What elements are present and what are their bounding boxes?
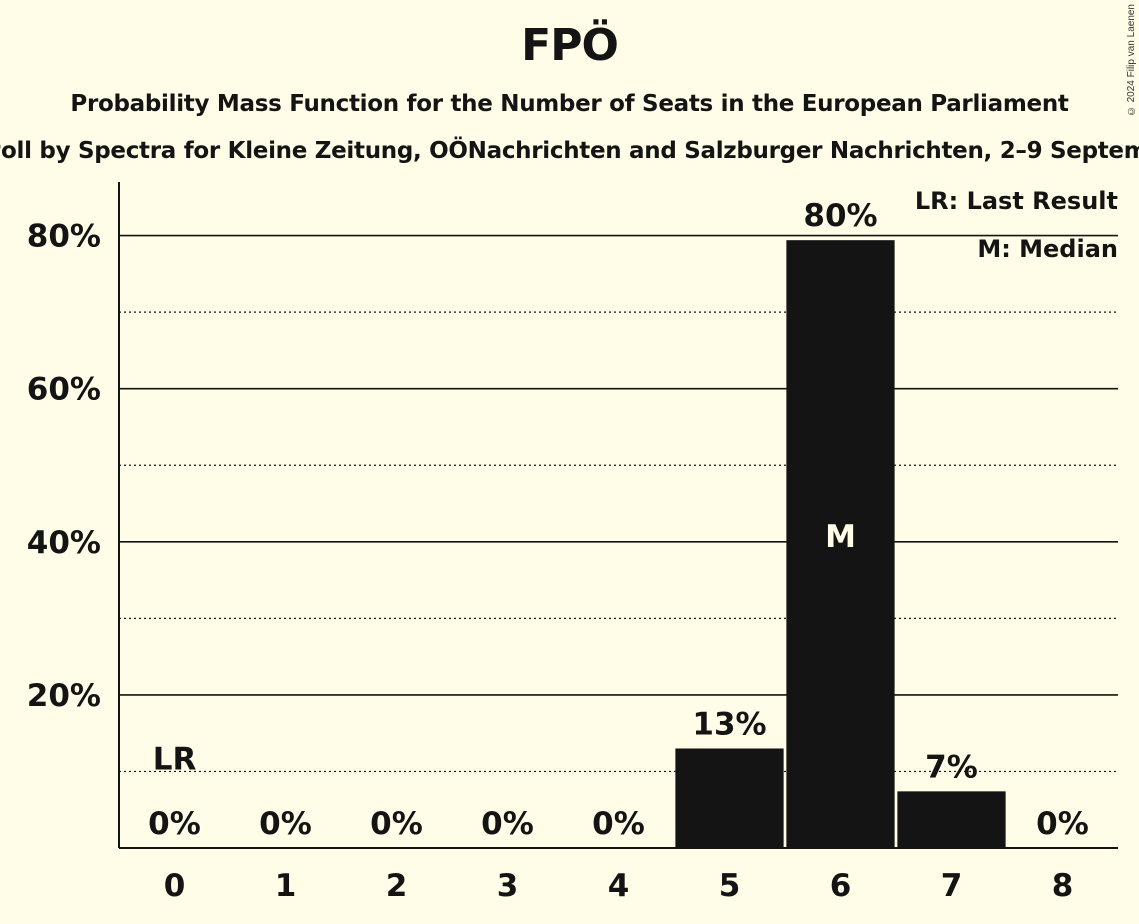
axes-layer bbox=[118, 182, 1118, 849]
data-label-seat-6: 80% bbox=[803, 198, 877, 234]
median-marker: M bbox=[825, 519, 856, 555]
legend-layer: LR: Last Result M: Median bbox=[915, 187, 1118, 263]
data-label-seat-5: 13% bbox=[692, 706, 766, 742]
x-tick-label-0: 0 bbox=[164, 868, 186, 904]
chart-subtitle: Probability Mass Function for the Number… bbox=[70, 91, 1069, 117]
bars-layer bbox=[675, 240, 1006, 848]
x-tick-label-6: 6 bbox=[830, 868, 852, 904]
data-label-seat-0: 0% bbox=[148, 806, 201, 842]
x-tick-label-2: 2 bbox=[386, 868, 408, 904]
bar-seat-7 bbox=[897, 791, 1006, 848]
bar-seat-6 bbox=[786, 240, 895, 848]
data-label-seat-2: 0% bbox=[370, 806, 423, 842]
last-result-marker: LR bbox=[153, 741, 197, 777]
chart-subsubtitle: Opinion Poll by Spectra for Kleine Zeitu… bbox=[0, 138, 1139, 164]
chart-title: FPÖ bbox=[521, 20, 619, 71]
x-tick-label-5: 5 bbox=[719, 868, 741, 904]
data-label-seat-1: 0% bbox=[259, 806, 312, 842]
x-tick-label-3: 3 bbox=[497, 868, 519, 904]
x-tick-label-1: 1 bbox=[275, 868, 297, 904]
data-label-seat-4: 0% bbox=[592, 806, 645, 842]
grid-layer bbox=[119, 234, 1118, 773]
y-tick-label-80: 80% bbox=[27, 219, 101, 255]
legend-last-result: LR: Last Result bbox=[915, 187, 1118, 215]
data-label-seat-8: 0% bbox=[1036, 806, 1089, 842]
y-tick-label-60: 60% bbox=[27, 372, 101, 408]
x-tick-label-4: 4 bbox=[608, 868, 630, 904]
legend-median: M: Median bbox=[977, 235, 1118, 263]
data-label-seat-3: 0% bbox=[481, 806, 534, 842]
bar-seat-5 bbox=[675, 748, 784, 848]
y-tick-label-40: 40% bbox=[27, 525, 101, 561]
labels-layer: 20% 40% 60% 80% 0% 0% 0% 0% 0% 13% 80% 7% 0% LR M 0 1 2 3 4… bbox=[27, 198, 1089, 904]
data-label-seat-7: 7% bbox=[925, 749, 978, 785]
x-tick-label-7: 7 bbox=[941, 868, 963, 904]
x-tick-label-8: 8 bbox=[1052, 868, 1074, 904]
y-tick-label-20: 20% bbox=[27, 678, 101, 714]
